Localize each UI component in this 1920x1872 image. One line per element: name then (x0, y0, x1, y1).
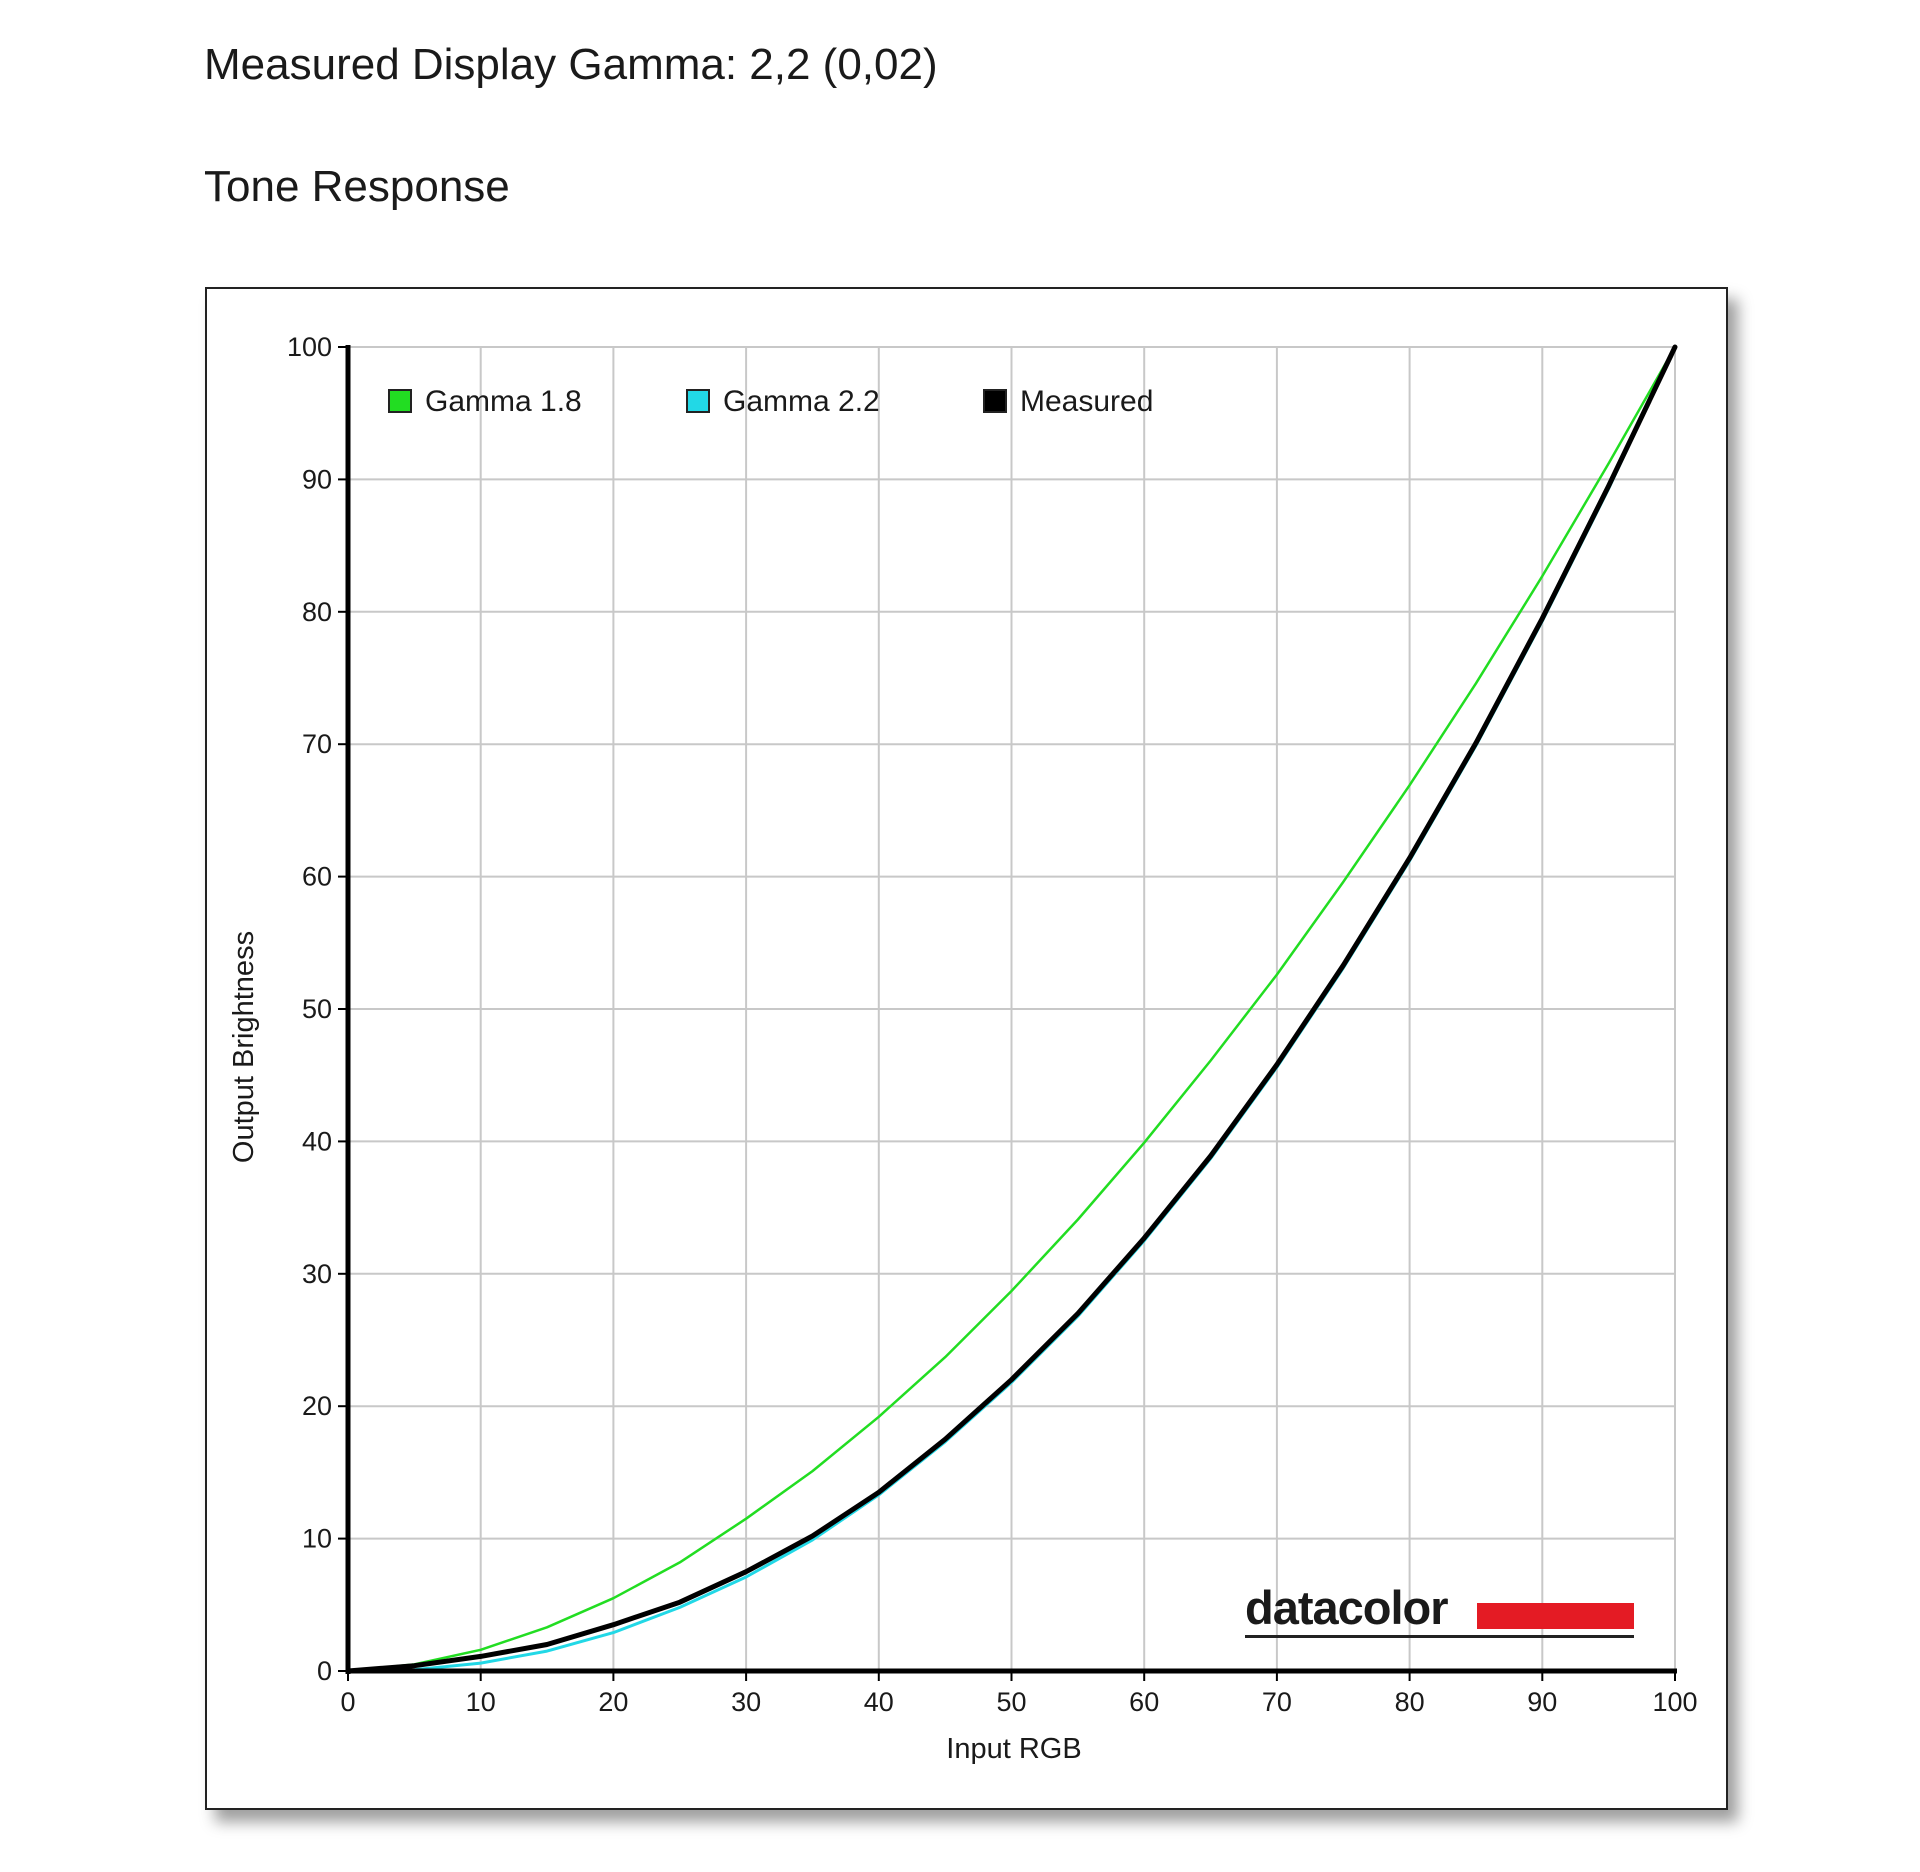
x-tick-label: 50 (996, 1687, 1026, 1717)
y-tick-label: 30 (302, 1259, 332, 1289)
x-tick-label: 0 (340, 1687, 355, 1717)
legend: Gamma 1.8 Gamma 2.2 Measured (388, 385, 1153, 418)
series-line-gamma-1-8 (346, 345, 1677, 1673)
x-tick-label: 70 (1262, 1687, 1292, 1717)
datacolor-logo-underline (1245, 1635, 1634, 1638)
y-tick-label: 50 (302, 994, 332, 1024)
x-axis-label: Input RGB (946, 1733, 1081, 1765)
y-axis-label: Output Brightness (228, 931, 260, 1163)
y-tick-label: 100 (287, 332, 332, 362)
y-tick-label: 60 (302, 862, 332, 892)
y-tick-label: 0 (317, 1656, 332, 1686)
x-tick-label: 10 (466, 1687, 496, 1717)
legend-label-gamma-2-2: Gamma 2.2 (723, 385, 880, 418)
y-tick-label: 70 (302, 729, 332, 759)
datacolor-logo-text: datacolor (1245, 1581, 1448, 1634)
legend-label-gamma-1-8: Gamma 1.8 (425, 385, 582, 418)
x-tick-label: 80 (1395, 1687, 1425, 1717)
x-tick-label: 60 (1129, 1687, 1159, 1717)
y-tick-label: 90 (302, 464, 332, 494)
y-tick-label: 10 (302, 1524, 332, 1554)
chart-frame: 0 10 20 30 40 50 60 70 80 90 100 0 10 20 30 40 50 60 70 80 9… (205, 287, 1728, 1810)
datacolor-logo-bar (1477, 1603, 1634, 1629)
x-tick-label: 30 (731, 1687, 761, 1717)
y-tick-label: 40 (302, 1126, 332, 1156)
legend-label-measured: Measured (1020, 385, 1153, 418)
y-tick-label: 80 (302, 597, 332, 627)
grid (348, 346, 1676, 1671)
tone-response-heading: Tone Response (204, 162, 510, 211)
tone-response-chart: 0 10 20 30 40 50 60 70 80 90 100 0 10 20 30 40 50 60 70 80 9… (228, 332, 1698, 1765)
datacolor-logo: datacolor (1245, 1581, 1634, 1638)
legend-swatch-gamma-1-8 (388, 389, 412, 413)
legend-swatch-measured (983, 389, 1007, 413)
legend-swatch-gamma-2-2 (686, 389, 710, 413)
x-tick-label: 100 (1652, 1687, 1697, 1717)
axes (338, 345, 1677, 1681)
x-tick-label: 40 (864, 1687, 894, 1717)
tick-labels: 0 10 20 30 40 50 60 70 80 90 100 0 10 20 30 40 50 60 70 80 9… (287, 332, 1698, 1717)
x-tick-label: 90 (1527, 1687, 1557, 1717)
x-tick-label: 20 (598, 1687, 628, 1717)
series-line-measured (345, 344, 1678, 1674)
measured-gamma-heading: Measured Display Gamma: 2,2 (0,02) (204, 40, 938, 89)
y-tick-label: 20 (302, 1391, 332, 1421)
series-lines (345, 344, 1678, 1674)
